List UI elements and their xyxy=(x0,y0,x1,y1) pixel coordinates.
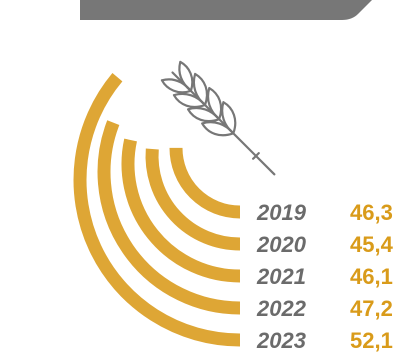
wheat-icon xyxy=(160,60,276,176)
arc-series xyxy=(73,73,241,347)
value-label-2021: 46,1 xyxy=(350,264,393,289)
arc-2022 xyxy=(97,120,241,315)
year-label-2019: 2019 xyxy=(256,200,307,225)
header-band xyxy=(80,0,372,20)
year-label-2021: 2021 xyxy=(256,264,306,289)
value-label-2023: 52,1 xyxy=(350,328,393,353)
year-label-2023: 2023 xyxy=(256,328,306,353)
year-label-2020: 2020 xyxy=(256,232,307,257)
value-label-2019: 46,3 xyxy=(350,200,393,225)
year-label-2022: 2022 xyxy=(256,296,307,321)
value-label-2022: 47,2 xyxy=(350,296,393,321)
arc-2020 xyxy=(145,148,241,251)
arc-2019 xyxy=(169,147,241,219)
arc-2023 xyxy=(73,73,241,347)
label-group: 2019 2020 2021 2022 2023 46,3 45,4 46,1 … xyxy=(256,200,394,353)
arc-2021 xyxy=(121,138,241,283)
value-label-2020: 45,4 xyxy=(350,232,394,257)
